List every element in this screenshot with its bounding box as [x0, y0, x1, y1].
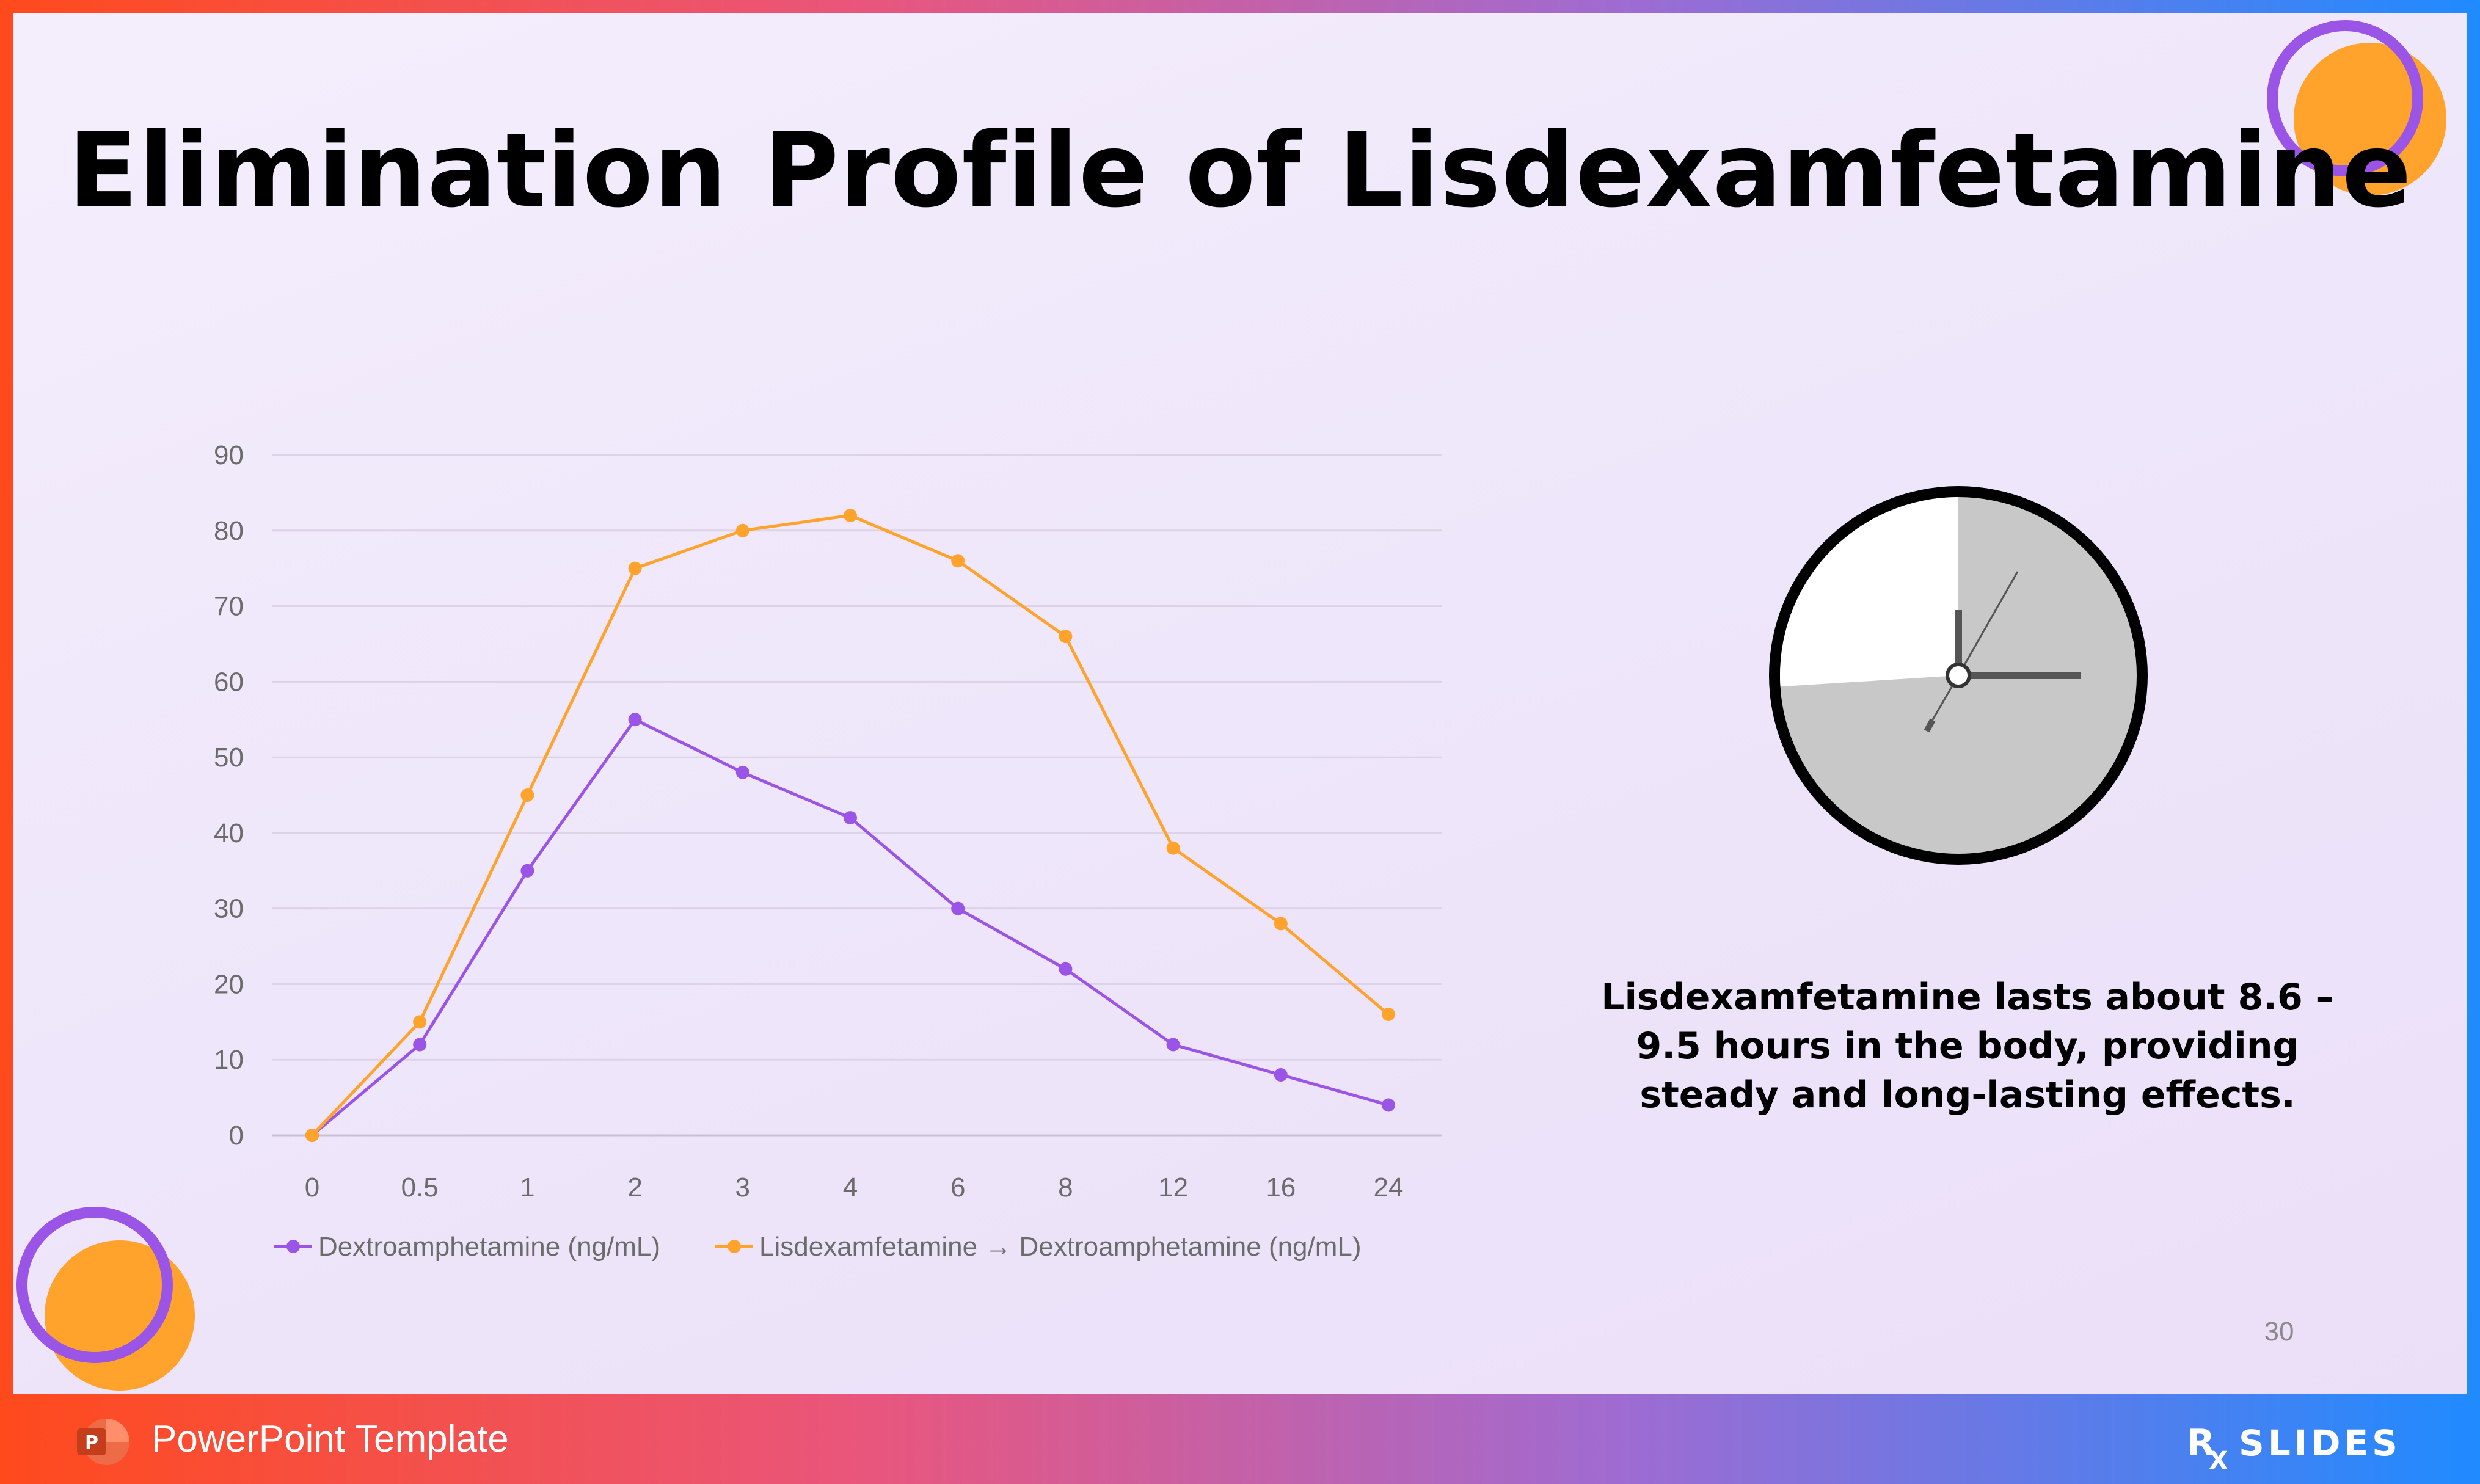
brand-wordmark: SLIDES — [2239, 1422, 2401, 1464]
series-line — [311, 718, 1389, 1137]
x-tick-label: 16 — [1266, 1173, 1296, 1202]
svg-text:P: P — [85, 1432, 98, 1453]
clock-center-pin — [1946, 663, 1971, 688]
data-point — [735, 765, 749, 779]
clock-second-hand — [1957, 571, 2019, 676]
data-point — [1166, 1038, 1180, 1052]
footer-template-label: PowerPoint Template — [151, 1418, 509, 1460]
rxslides-logo[interactable]: RX SLIDES — [2187, 1419, 2401, 1475]
x-tick-label: 4 — [843, 1173, 858, 1202]
brand-rx-mark: RX — [2187, 1422, 2228, 1475]
legend-swatch-marker — [286, 1240, 300, 1253]
x-tick-label: 3 — [735, 1173, 750, 1202]
data-point — [520, 864, 534, 878]
y-tick-label: 0 — [229, 1121, 244, 1151]
series-line — [311, 514, 1390, 1137]
data-point — [305, 1129, 319, 1142]
y-tick-label: 90 — [214, 440, 244, 470]
data-point — [520, 788, 534, 802]
data-point — [1059, 962, 1073, 976]
y-tick-label: 60 — [214, 667, 244, 697]
data-point — [1274, 917, 1288, 931]
legend-entry-2[interactable]: Lisdexamfetamine → Dextroamphetamine (ng… — [715, 1232, 1362, 1262]
y-tick-label: 20 — [214, 969, 244, 999]
clock-second-hand-counterweight — [1924, 718, 1936, 733]
legend-entry-1[interactable]: Dextroamphetamine (ng/mL) — [274, 1232, 660, 1262]
data-point — [844, 811, 857, 825]
x-tick-label: 2 — [627, 1173, 642, 1202]
y-tick-label: 30 — [214, 894, 244, 924]
chart-series — [305, 509, 1395, 1142]
slide: Elimination Profile of Lisdexamfetamine … — [13, 13, 2467, 1394]
chart-gridlines — [272, 454, 1442, 1137]
chart-legend[interactable]: Dextroamphetamine (ng/mL) Lisdexamfetamin… — [274, 1232, 1362, 1262]
data-point — [1382, 1007, 1395, 1021]
x-tick-label: 1 — [520, 1173, 534, 1202]
x-tick-label: 6 — [950, 1173, 965, 1202]
data-point — [735, 523, 749, 537]
x-tick-label: 12 — [1158, 1173, 1188, 1202]
footer-bar: P PowerPoint Template RX SLIDES — [0, 1394, 2480, 1484]
data-point — [1274, 1068, 1288, 1082]
y-tick-label: 80 — [214, 516, 244, 546]
caption-text: Lisdexamfetamine lasts about 8.6 – 9.5 h… — [1601, 976, 2334, 1116]
data-point — [1382, 1098, 1395, 1112]
data-point — [844, 509, 857, 523]
x-axis-tick-labels: 0 0.5 1 2 3 4 6 8 12 16 24 — [305, 1173, 1404, 1202]
x-tick-label: 24 — [1374, 1173, 1404, 1202]
x-tick-label: 0.5 — [401, 1173, 439, 1202]
clock-elapsed-sector — [1780, 497, 1958, 687]
data-point — [413, 1038, 427, 1052]
data-point — [1166, 841, 1180, 855]
slide-title: Elimination Profile of Lisdexamfetamine — [68, 111, 2412, 230]
series-2 — [305, 509, 1395, 1142]
y-tick-label: 10 — [214, 1045, 244, 1075]
series-1 — [305, 713, 1395, 1142]
x-tick-label: 0 — [305, 1173, 319, 1202]
data-point — [628, 713, 642, 727]
data-point — [413, 1015, 427, 1029]
y-tick-label: 70 — [214, 592, 244, 622]
powerpoint-icon: P — [77, 1419, 129, 1465]
data-point — [951, 554, 965, 568]
x-tick-label: 8 — [1058, 1173, 1073, 1202]
legend-label: Dextroamphetamine (ng/mL) — [318, 1232, 660, 1262]
data-point — [1059, 630, 1073, 644]
y-axis-tick-labels: 0 10 20 30 40 50 60 70 80 90 — [214, 440, 244, 1151]
y-tick-label: 40 — [214, 818, 244, 848]
page-number: 30 — [2264, 1317, 2294, 1347]
clock-icon — [1769, 486, 2148, 865]
data-point — [951, 901, 965, 915]
legend-label: Lisdexamfetamine → Dextroamphetamine (ng… — [759, 1232, 1362, 1262]
data-point — [628, 561, 642, 575]
y-tick-label: 50 — [214, 743, 244, 773]
legend-swatch-marker — [728, 1240, 741, 1253]
